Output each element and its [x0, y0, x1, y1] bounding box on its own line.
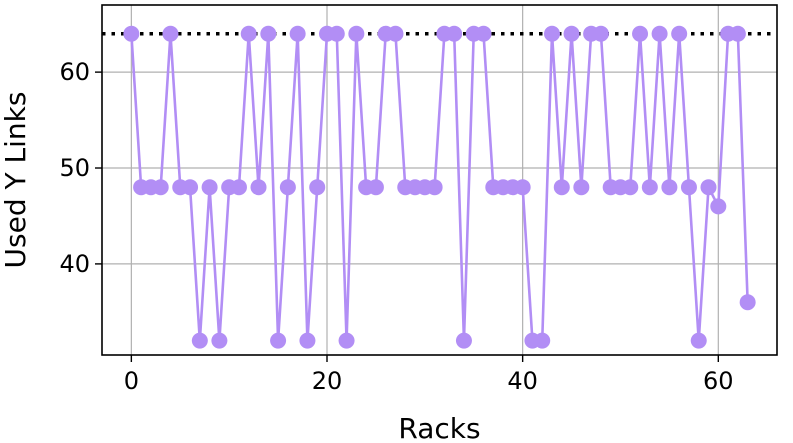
data-point — [514, 179, 531, 196]
data-point — [632, 25, 649, 42]
x-tick-label: 60 — [703, 367, 734, 395]
x-tick-label: 20 — [312, 367, 343, 395]
x-tick-label: 40 — [507, 367, 538, 395]
data-point — [426, 179, 443, 196]
x-axis-label: Racks — [398, 412, 480, 443]
data-point — [289, 25, 306, 42]
data-point — [191, 332, 208, 349]
axis-ticks: 0 20 40 60 40 50 60 — [59, 58, 733, 395]
data-point — [710, 198, 727, 215]
plot-frame — [101, 4, 778, 356]
data-point — [573, 179, 590, 196]
data-point — [729, 25, 746, 42]
data-point — [182, 179, 199, 196]
y-tick-label: 60 — [59, 58, 90, 86]
x-tick-label: 0 — [124, 367, 139, 395]
data-point — [387, 25, 404, 42]
data-point — [739, 294, 756, 311]
data-point — [299, 332, 316, 349]
data-point — [328, 25, 345, 42]
y-tick-label: 40 — [59, 250, 90, 278]
data-point — [162, 25, 179, 42]
data-point — [455, 332, 472, 349]
data-point — [671, 25, 688, 42]
data-point — [661, 179, 678, 196]
data-point — [260, 25, 277, 42]
data-point — [338, 332, 355, 349]
data-point — [309, 179, 326, 196]
data-point — [201, 179, 218, 196]
data-point — [592, 25, 609, 42]
data-point — [690, 332, 707, 349]
data-point — [563, 25, 580, 42]
data-point — [348, 25, 365, 42]
y-tick-label: 50 — [59, 154, 90, 182]
y-axis-label: Used Y Links — [0, 92, 32, 269]
data-point — [641, 179, 658, 196]
series-group — [123, 25, 756, 349]
data-point — [553, 179, 570, 196]
data-point — [534, 332, 551, 349]
data-point — [240, 25, 257, 42]
data-point — [367, 179, 384, 196]
data-point — [475, 25, 492, 42]
data-point — [270, 332, 287, 349]
data-point — [279, 179, 296, 196]
data-point — [622, 179, 639, 196]
data-point — [651, 25, 668, 42]
data-point — [700, 179, 717, 196]
data-point — [152, 179, 169, 196]
data-point — [446, 25, 463, 42]
data-point — [123, 25, 140, 42]
data-point — [680, 179, 697, 196]
data-point — [211, 332, 228, 349]
data-point — [230, 179, 247, 196]
data-point — [544, 25, 560, 42]
data-point — [250, 179, 267, 196]
